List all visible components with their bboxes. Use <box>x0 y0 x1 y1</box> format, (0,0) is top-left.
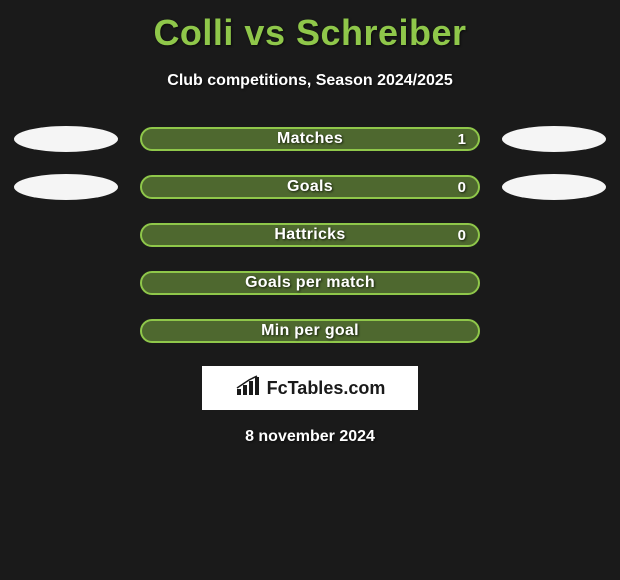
stat-label: Matches <box>277 130 343 148</box>
bar-chart-icon <box>235 375 261 402</box>
stat-label: Goals per match <box>245 274 375 292</box>
stat-bar: Matches 1 <box>140 127 480 151</box>
right-ellipse-spacer <box>502 270 606 296</box>
stat-value: 1 <box>458 131 466 148</box>
right-ellipse-spacer <box>502 222 606 248</box>
left-ellipse-spacer <box>14 222 118 248</box>
left-ellipse-spacer <box>14 270 118 296</box>
comparison-widget: Colli vs Schreiber Club competitions, Se… <box>0 0 620 446</box>
logo-box: FcTables.com <box>202 366 418 410</box>
left-ellipse <box>14 174 118 200</box>
stat-label: Min per goal <box>261 322 359 340</box>
page-title: Colli vs Schreiber <box>153 12 466 54</box>
right-ellipse <box>502 174 606 200</box>
left-ellipse <box>14 126 118 152</box>
right-ellipse-spacer <box>502 318 606 344</box>
stat-value: 0 <box>458 179 466 196</box>
stat-row: Hattricks 0 <box>0 222 620 248</box>
right-ellipse <box>502 126 606 152</box>
stat-row: Matches 1 <box>0 126 620 152</box>
left-ellipse-spacer <box>14 318 118 344</box>
stat-bar: Goals per match <box>140 271 480 295</box>
stats-rows: Matches 1 Goals 0 Hattricks 0 Goals <box>0 126 620 344</box>
subtitle: Club competitions, Season 2024/2025 <box>167 72 452 90</box>
stat-bar: Hattricks 0 <box>140 223 480 247</box>
stat-row: Goals 0 <box>0 174 620 200</box>
logo-text: FcTables.com <box>267 378 386 399</box>
stat-row: Goals per match <box>0 270 620 296</box>
stat-bar: Goals 0 <box>140 175 480 199</box>
stat-row: Min per goal <box>0 318 620 344</box>
stat-value: 0 <box>458 227 466 244</box>
footer-date: 8 november 2024 <box>245 428 375 446</box>
stat-label: Goals <box>287 178 333 196</box>
stat-bar: Min per goal <box>140 319 480 343</box>
stat-label: Hattricks <box>274 226 345 244</box>
